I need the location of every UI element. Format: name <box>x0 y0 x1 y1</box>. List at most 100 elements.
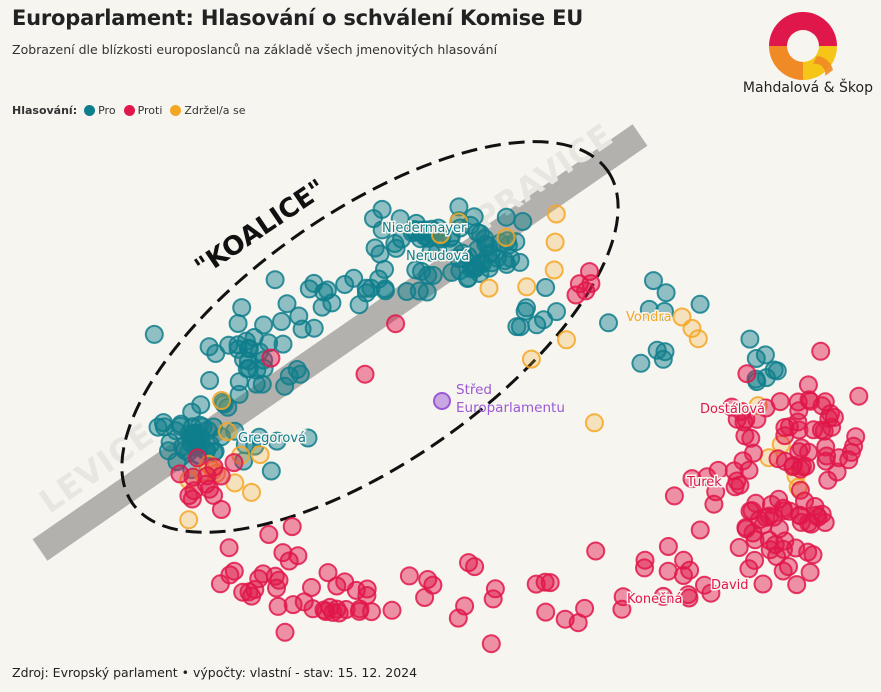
data-point <box>815 392 835 412</box>
data-point <box>275 622 295 642</box>
data-point <box>513 212 533 231</box>
data-point <box>695 575 714 595</box>
data-point <box>239 582 259 602</box>
data-point <box>690 520 710 540</box>
data-point <box>496 227 516 247</box>
data-point <box>375 281 395 301</box>
data-point <box>449 197 469 217</box>
data-point <box>483 589 503 609</box>
data-point <box>217 422 237 442</box>
data-point <box>375 259 394 279</box>
data-point <box>316 602 336 621</box>
data-point <box>211 500 231 519</box>
data-point <box>329 603 349 623</box>
data-point <box>254 315 274 335</box>
data-point <box>275 376 295 396</box>
data-point <box>268 596 288 616</box>
data-point <box>288 546 308 566</box>
data-point <box>746 493 766 513</box>
named-point-david <box>753 574 773 594</box>
data-point <box>674 550 694 570</box>
data-point <box>188 448 207 468</box>
data-point <box>153 413 173 433</box>
data-point <box>318 563 338 583</box>
coalition-label: "KOALICE" <box>190 174 332 283</box>
data-point <box>655 301 674 321</box>
legend-item-zdrzel: Zdržel/a se <box>170 104 245 117</box>
data-point <box>423 265 443 285</box>
data-point <box>179 510 199 530</box>
data-point <box>521 349 541 369</box>
point-label-turek: Turek <box>686 475 722 490</box>
data-point <box>200 371 220 390</box>
data-point <box>599 313 618 333</box>
data-point <box>739 559 759 579</box>
data-point <box>631 353 651 373</box>
data-point <box>656 283 676 303</box>
data-point <box>242 482 261 502</box>
data-point <box>386 314 406 334</box>
named-point-vondra <box>672 307 692 327</box>
data-point <box>299 279 319 299</box>
point-label-konečná: Konečná <box>627 592 682 607</box>
data-point <box>536 278 556 297</box>
data-point <box>430 225 450 245</box>
data-point <box>459 553 478 573</box>
data-point <box>464 207 484 227</box>
data-point <box>743 523 763 543</box>
data-point <box>655 342 675 362</box>
data-point <box>279 366 299 386</box>
data-point <box>144 324 164 344</box>
data-point <box>526 574 546 594</box>
legend: Hlasování: Pro Proti Zdržel/a se <box>12 104 249 117</box>
data-point <box>273 543 293 563</box>
coalition-ellipse <box>120 140 620 534</box>
data-point <box>392 229 411 249</box>
data-point <box>265 270 285 290</box>
data-point <box>399 566 419 586</box>
data-point <box>421 242 441 262</box>
data-point <box>273 334 293 354</box>
data-point <box>775 531 795 551</box>
data-point <box>555 609 575 629</box>
data-point <box>272 312 291 331</box>
data-point <box>819 409 839 428</box>
data-point <box>546 204 566 224</box>
data-point <box>235 435 255 455</box>
data-point <box>534 310 554 330</box>
ideology-axis-band <box>32 124 648 561</box>
data-point <box>344 268 364 288</box>
data-point <box>247 360 267 380</box>
data-point <box>664 486 684 506</box>
data-point <box>323 602 343 622</box>
data-point <box>708 460 728 480</box>
data-point <box>327 576 347 596</box>
data-point <box>365 238 385 258</box>
data-point <box>722 397 742 417</box>
data-point <box>261 461 281 481</box>
data-point <box>283 595 303 615</box>
data-point <box>304 318 324 338</box>
data-point <box>581 274 601 294</box>
data-point <box>756 368 776 388</box>
brand-name: Mahdalová & Škop <box>742 80 873 96</box>
data-point <box>418 570 438 589</box>
center-point <box>433 392 451 410</box>
data-point <box>791 512 811 532</box>
legend-text-zdrzel: Zdržel/a se <box>184 104 246 117</box>
data-point <box>259 525 279 544</box>
data-point <box>356 283 376 303</box>
data-point <box>800 562 820 582</box>
data-point <box>267 431 287 451</box>
data-point <box>346 580 366 600</box>
data-point <box>635 550 655 570</box>
data-point <box>789 420 809 440</box>
data-point <box>737 364 757 384</box>
data-point <box>478 245 498 265</box>
data-point <box>755 345 775 365</box>
data-point <box>829 448 849 468</box>
data-point <box>170 464 190 484</box>
data-point <box>254 358 274 378</box>
data-point <box>219 335 239 355</box>
data-point <box>246 374 266 394</box>
